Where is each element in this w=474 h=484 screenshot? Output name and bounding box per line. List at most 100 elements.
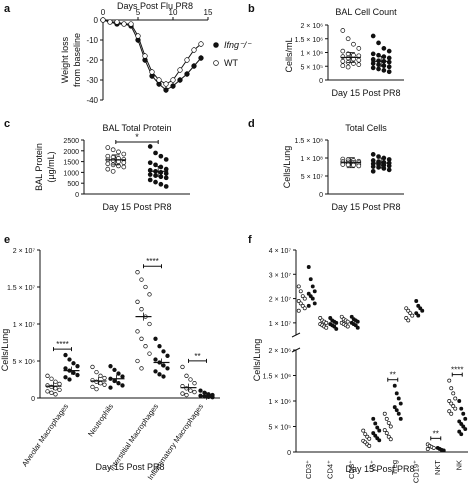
- data-point-d: [351, 162, 356, 168]
- y-axis-label-a: Weight loss: [60, 36, 70, 83]
- data-point-f: [339, 314, 344, 319]
- data-point-a: [198, 55, 204, 61]
- data-point-e: [139, 336, 144, 341]
- data-point-d: [345, 162, 351, 168]
- chart-title-c: BAL Total Protein: [102, 123, 171, 133]
- data-point-f: [371, 416, 376, 421]
- data-point-f: [306, 303, 311, 308]
- x-tick-label-e: Alveolar Macrophages: [20, 402, 70, 468]
- data-point-f: [459, 406, 464, 411]
- data-point-f: [463, 427, 468, 431]
- data-point-b: [370, 65, 376, 71]
- data-point-c: [147, 144, 153, 149]
- data-point-a: [191, 47, 197, 53]
- data-point-f: [453, 406, 458, 411]
- data-point-f: [453, 396, 458, 401]
- data-point-a: [163, 87, 169, 93]
- data-point-f: [298, 289, 303, 294]
- data-point-f: [451, 404, 456, 409]
- panel-letter-d: d: [248, 118, 255, 130]
- legend-label-wt: WT: [224, 58, 238, 68]
- data-point-e: [192, 381, 197, 386]
- data-point-e: [57, 381, 62, 387]
- y-tick-label-a: -30: [86, 76, 98, 85]
- data-point-e: [67, 377, 72, 382]
- data-point-b: [376, 66, 381, 72]
- data-point-d: [356, 163, 362, 169]
- data-point-e: [192, 389, 197, 395]
- data-point-d: [370, 152, 376, 157]
- data-point-f: [371, 431, 376, 436]
- chart-title-b: BAL Cell Count: [335, 7, 397, 17]
- data-point-b: [370, 51, 376, 57]
- y-tick-label-c: 500: [67, 181, 79, 188]
- data-point-c: [163, 171, 169, 176]
- y-tick-label-d: 5 × 10⁷: [301, 174, 324, 181]
- data-point-e: [184, 373, 189, 378]
- data-point-f: [410, 313, 415, 318]
- y-tick-label-e: 1.5 × 10⁷: [7, 285, 35, 292]
- data-point-a: [163, 81, 169, 87]
- data-point-f: [449, 386, 454, 391]
- data-point-f: [328, 316, 333, 320]
- panel-letter-b: b: [248, 3, 255, 15]
- data-point-b: [345, 64, 351, 70]
- data-point-c: [158, 153, 164, 159]
- data-point-f: [306, 291, 311, 296]
- data-point-e: [143, 284, 148, 290]
- data-point-c: [158, 181, 164, 187]
- significance-marker-e: ****: [146, 257, 158, 266]
- y-tick-label-a: -40: [86, 96, 98, 105]
- data-point-c: [110, 168, 116, 174]
- data-point-f: [414, 311, 419, 316]
- x-tick-label-f: CD19⁺: [411, 460, 420, 483]
- y-tick-label-d: 1.5 × 10⁸: [295, 138, 323, 145]
- x-tick-label-a: 15: [204, 8, 213, 17]
- data-point-f: [363, 432, 368, 437]
- data-point-b: [340, 63, 346, 69]
- legend-marker-ifng: [213, 42, 219, 48]
- data-point-f: [310, 296, 315, 301]
- data-point-f: [377, 428, 382, 433]
- y-tick-label-c: 1500: [63, 160, 79, 167]
- data-point-e: [63, 352, 68, 358]
- data-point-b: [345, 36, 351, 42]
- x-axis-label-d: Day 15 Post PR8: [331, 202, 400, 212]
- data-point-f: [461, 424, 466, 429]
- data-point-e: [71, 370, 76, 375]
- data-point-e: [102, 382, 107, 387]
- data-point-f: [396, 411, 401, 416]
- y-axis-label-a-2: from baseline: [72, 33, 82, 87]
- data-point-d: [381, 166, 387, 171]
- data-point-a: [184, 71, 190, 77]
- data-point-e: [94, 386, 99, 392]
- data-point-e: [94, 369, 99, 375]
- data-point-f: [312, 301, 317, 306]
- data-point-f: [300, 303, 305, 308]
- data-point-f: [334, 326, 339, 331]
- y-tick-label-d: 0: [319, 192, 323, 199]
- y-axis-label-c: BAL Protein: [34, 143, 44, 191]
- data-point-f: [298, 301, 303, 306]
- data-point-f: [312, 289, 317, 294]
- data-point-e: [143, 344, 148, 349]
- y-tick-label-f-bottom: 1.5 × 10⁶: [263, 374, 291, 381]
- data-point-f: [361, 428, 366, 433]
- data-point-a: [170, 83, 176, 89]
- significance-marker-e: **: [194, 352, 200, 361]
- data-point-f: [418, 306, 423, 311]
- data-point-a: [184, 57, 190, 63]
- data-point-a: [135, 33, 141, 39]
- data-point-c: [163, 166, 169, 172]
- y-tick-label-b: 5 × 10⁵: [300, 64, 323, 71]
- data-point-a: [156, 77, 162, 83]
- data-point-f: [408, 311, 413, 316]
- y-axis-label-e: Cells/Lung: [0, 329, 10, 372]
- data-point-e: [67, 357, 72, 362]
- data-point-f: [384, 431, 389, 436]
- data-point-f: [367, 443, 372, 448]
- data-point-f: [404, 306, 409, 311]
- data-point-e: [120, 383, 125, 388]
- data-point-f: [355, 325, 360, 330]
- data-point-f: [377, 438, 382, 443]
